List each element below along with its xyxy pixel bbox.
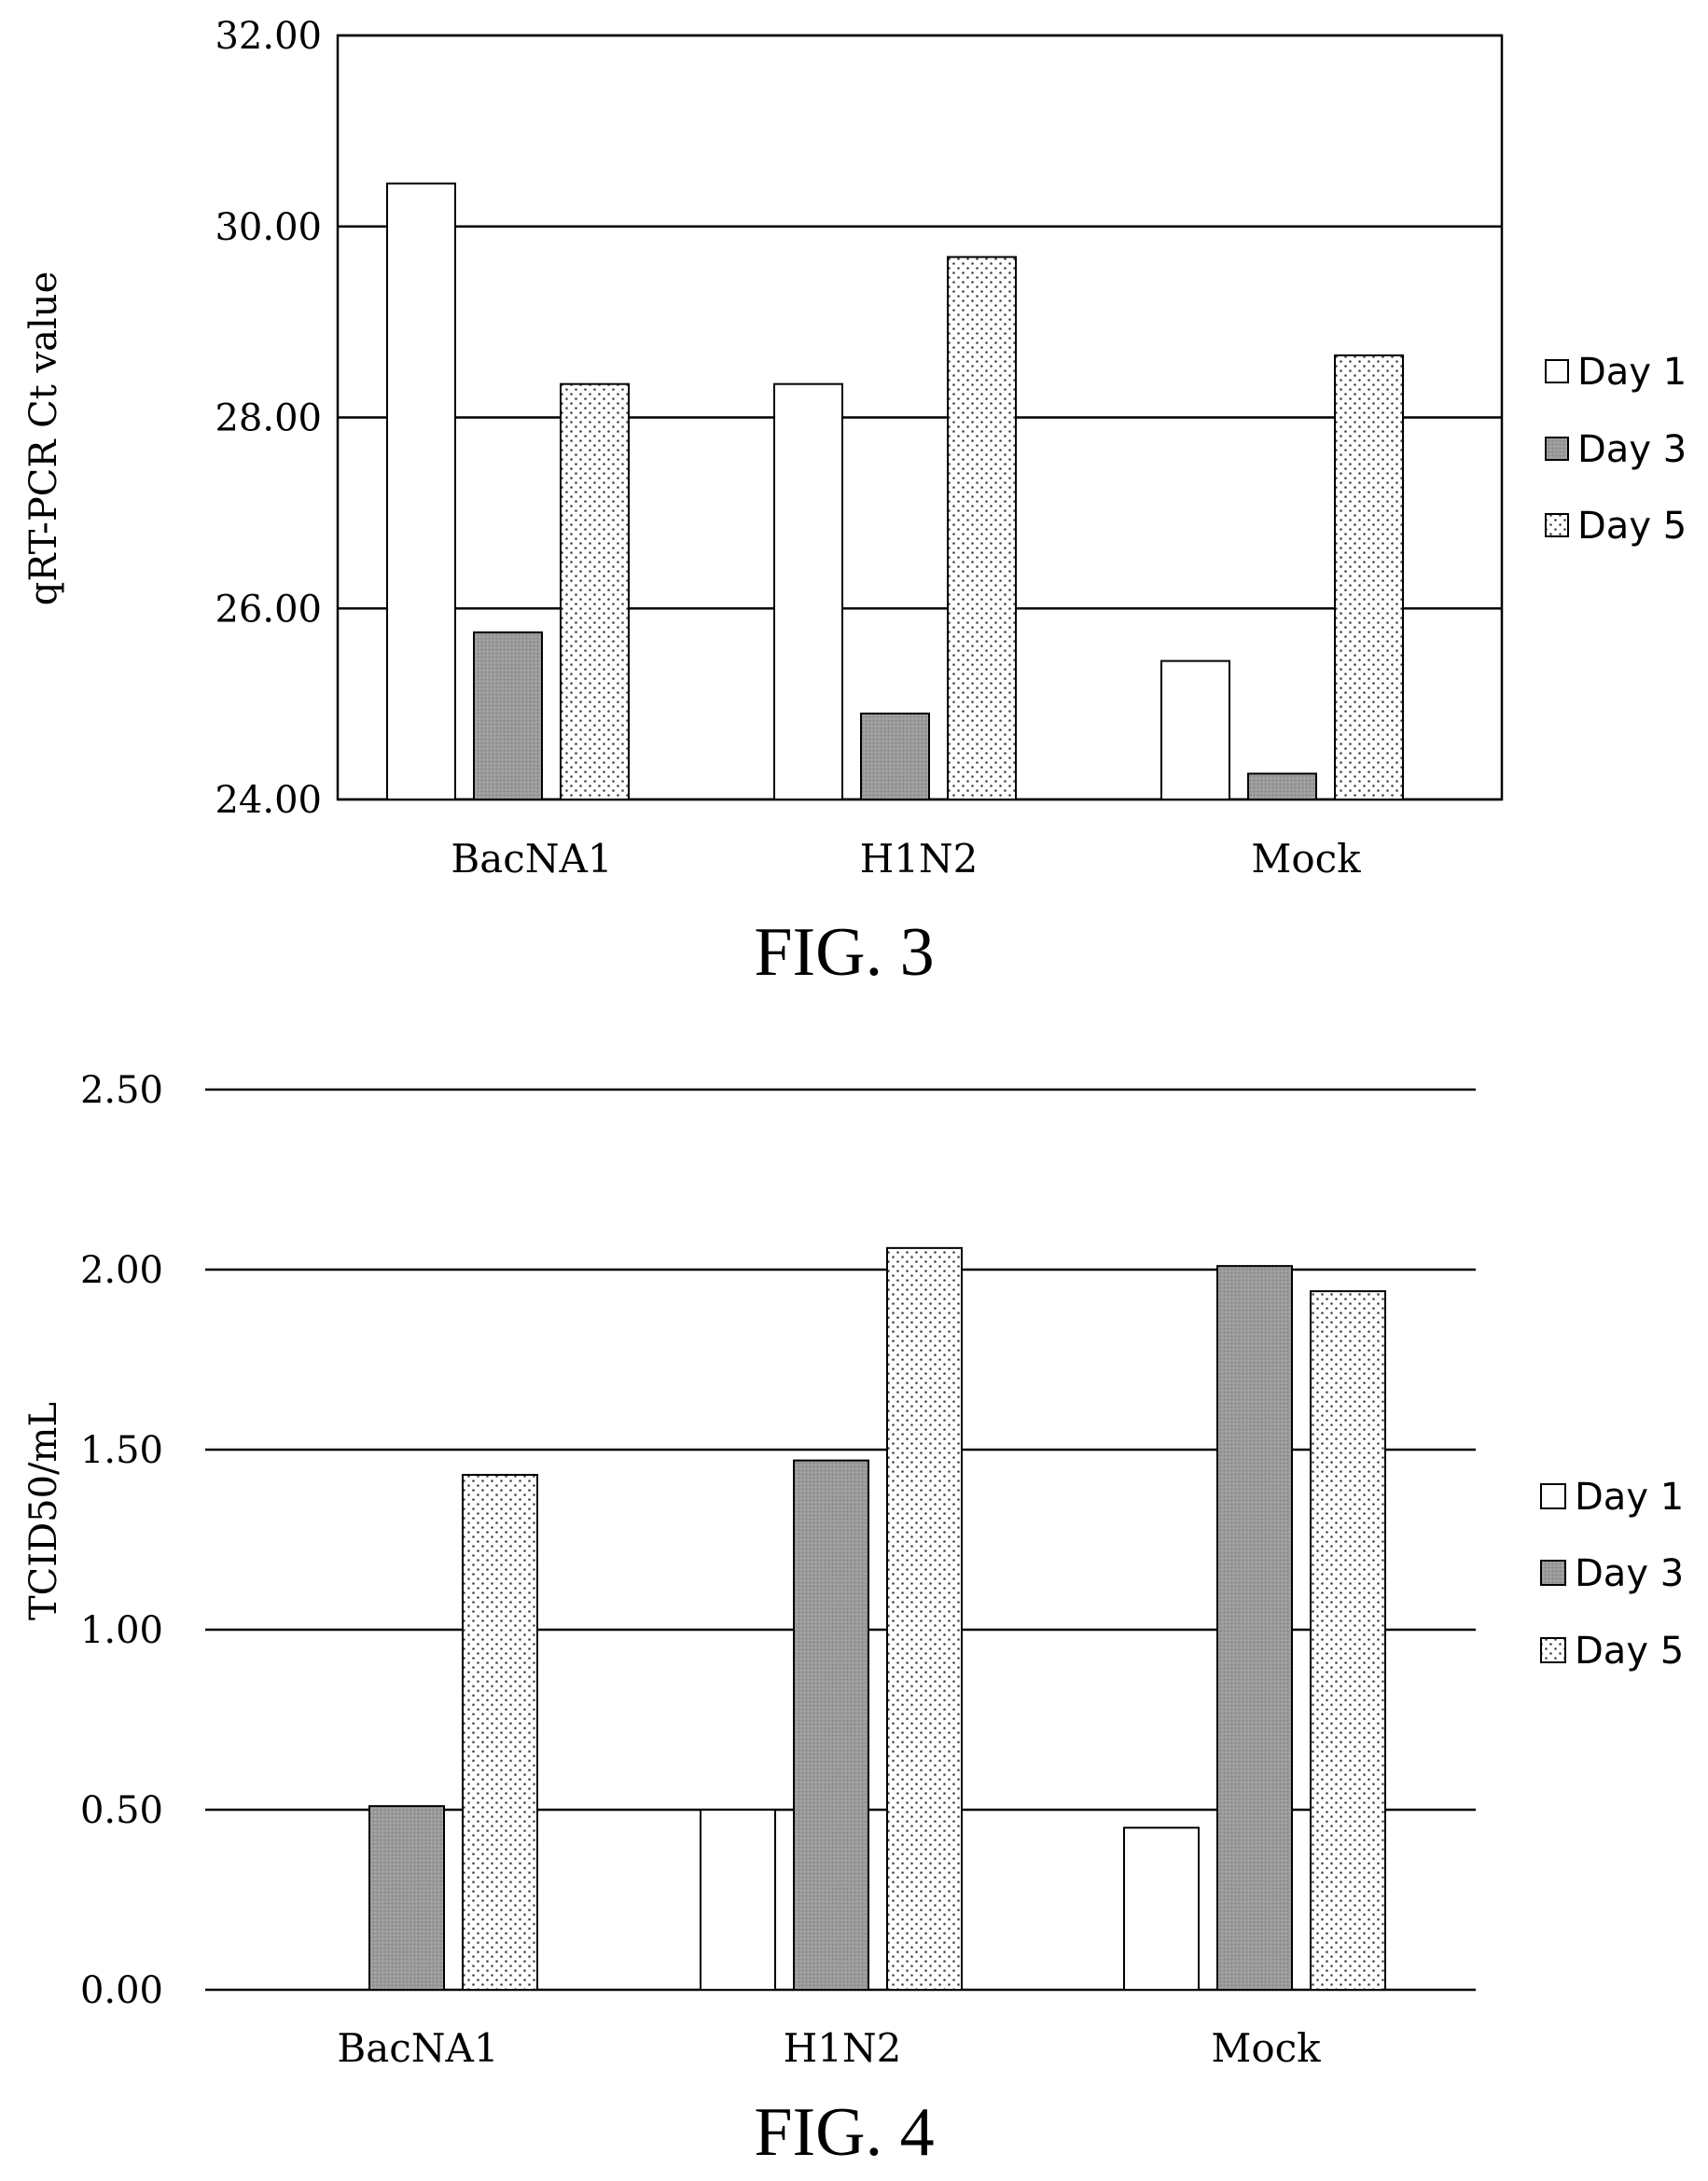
y-tick-label: 24.00 — [215, 779, 322, 822]
bar-day-3 — [793, 1459, 869, 1991]
fig3-y-axis-label: qRT-PCR Ct value — [22, 271, 65, 605]
bar-day-1 — [1160, 660, 1230, 801]
fig4-legend: Day 1 Day 3 Day 5 — [1540, 1476, 1684, 1673]
y-tick-label: 30.00 — [215, 206, 322, 249]
x-category-label: Mock — [1211, 2025, 1321, 2071]
legend-label: Day 3 — [1577, 428, 1687, 471]
bar-day-3 — [368, 1805, 445, 1992]
y-tick-label: 2.00 — [80, 1249, 163, 1292]
legend-swatch — [1540, 1637, 1566, 1663]
bar-day-5 — [462, 1474, 538, 1991]
legend-swatch — [1545, 513, 1569, 537]
y-tick-label: 1.50 — [80, 1429, 163, 1472]
bar-day-5 — [886, 1246, 963, 1991]
legend-label: Day 5 — [1577, 505, 1687, 548]
bar-day-1 — [773, 382, 843, 800]
chart-fig-4: 0.00 0.50 1.00 1.50 2.00 2.50 BacNA1 H1N2 Mock T… — [22, 1069, 1684, 2171]
y-tick-label: 26.00 — [215, 588, 322, 631]
legend-label: Day 5 — [1575, 1630, 1684, 1673]
bar-day-1 — [1123, 1827, 1200, 1992]
bar-day-3 — [473, 631, 543, 800]
y-tick-label: 2.50 — [80, 1069, 163, 1112]
x-category-label: BacNA1 — [451, 836, 612, 882]
fig3-caption: FIG. 3 — [754, 914, 934, 991]
bar-day-1 — [386, 182, 456, 800]
bar-day-3 — [1247, 772, 1317, 801]
x-category-label: H1N2 — [784, 2025, 902, 2071]
legend-swatch — [1545, 437, 1569, 461]
legend-label: Day 1 — [1575, 1476, 1684, 1519]
bar-day-3 — [1216, 1265, 1293, 1991]
fig4-caption: FIG. 4 — [754, 2094, 934, 2171]
y-tick-label: 32.00 — [215, 15, 322, 58]
bar-day-5 — [947, 256, 1017, 800]
legend-swatch — [1540, 1560, 1566, 1586]
bar-day-5 — [560, 382, 630, 800]
y-tick-label: 28.00 — [215, 397, 322, 440]
bar-day-1 — [700, 1809, 776, 1991]
y-tick-label: 0.00 — [80, 1969, 163, 2012]
bar-day-5 — [1310, 1290, 1386, 1992]
y-tick-label: 1.00 — [80, 1609, 163, 1652]
bar-day-5 — [1334, 354, 1404, 800]
fig4-y-axis-label: TCID50/mL — [22, 1402, 65, 1620]
y-tick-label: 0.50 — [80, 1789, 163, 1832]
legend-swatch — [1545, 359, 1569, 383]
x-category-label: Mock — [1251, 836, 1361, 882]
fig3-plot: 24.00 26.00 28.00 30.00 32.00 BacNA1 H1N2 Mock — [215, 15, 1504, 882]
fig4-plot: 0.00 0.50 1.00 1.50 2.00 2.50 BacNA1 H1N2 Mock — [80, 1069, 1476, 2071]
bar-day-3 — [860, 712, 930, 800]
fig3-legend: Day 1 Day 3 Day 5 — [1545, 351, 1687, 548]
x-category-label: BacNA1 — [337, 2025, 498, 2071]
x-category-label: H1N2 — [860, 836, 979, 882]
legend-label: Day 3 — [1575, 1552, 1684, 1595]
legend-label: Day 1 — [1577, 351, 1687, 394]
legend-swatch — [1540, 1483, 1566, 1509]
